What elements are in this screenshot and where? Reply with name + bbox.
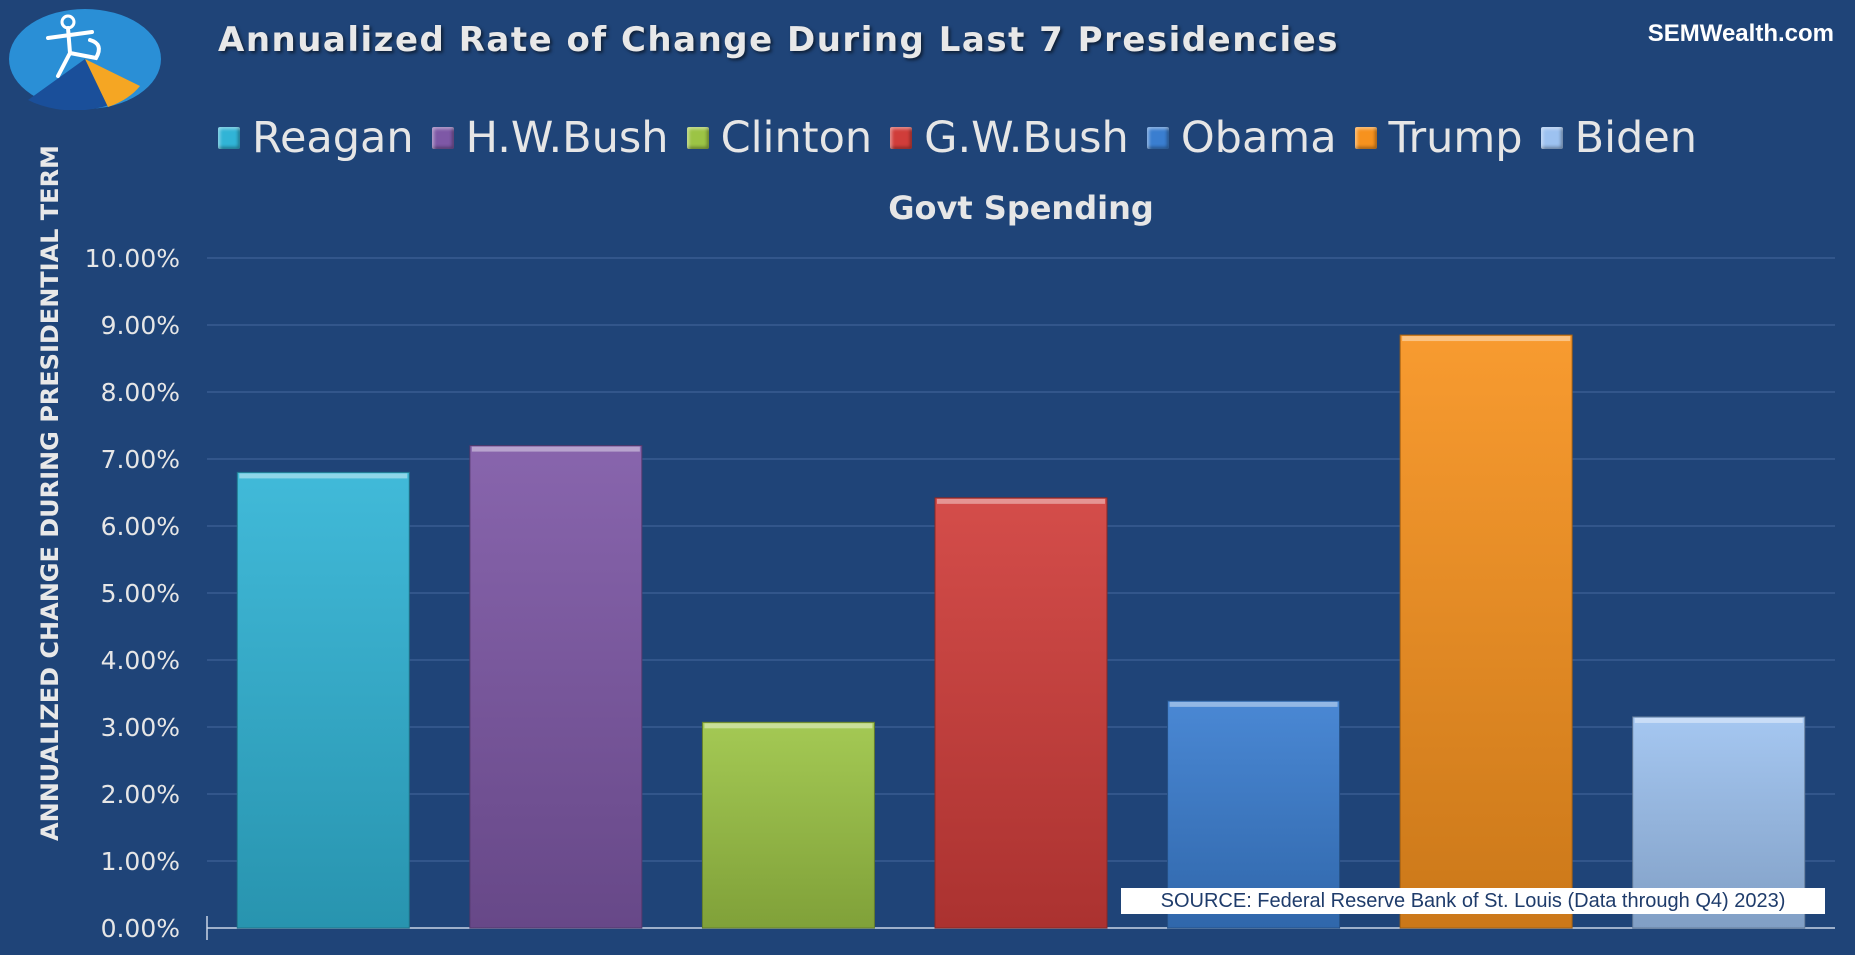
legend-swatch <box>1354 127 1377 149</box>
legend-swatch <box>1146 127 1169 149</box>
bar-top-bevel <box>937 498 1105 504</box>
bar-top-bevel <box>704 723 873 729</box>
legend-label: Clinton <box>720 113 873 163</box>
legend-label: Reagan <box>252 113 414 163</box>
legend-item: Clinton <box>686 113 873 163</box>
y-tick-label: 7.00% <box>101 445 180 474</box>
legend-item: Reagan <box>218 113 414 163</box>
legend-swatch <box>890 127 913 149</box>
legend-item: H.W.Bush <box>431 113 669 163</box>
bar-top-bevel <box>1634 717 1803 723</box>
legend-label: H.W.Bush <box>465 113 669 163</box>
semwealth-logo-icon <box>9 9 161 110</box>
bar-reagan <box>236 471 410 929</box>
y-tick-label: 10.00% <box>85 244 180 273</box>
bar-top-bevel <box>471 446 640 452</box>
y-tick-label: 1.00% <box>101 847 180 876</box>
legend-item: Trump <box>1354 113 1523 163</box>
legend-item: Obama <box>1146 113 1337 163</box>
bar-top-bevel <box>239 473 408 479</box>
legend-label: Trump <box>1388 113 1523 163</box>
legend-label: G.W.Bush <box>924 113 1129 163</box>
bar-gwbush <box>934 497 1108 929</box>
y-tick-label: 2.00% <box>101 780 180 809</box>
chart-legend: Reagan H.W.Bush Clinton G.W.Bush Obama Trump B… <box>218 108 1715 168</box>
bar-trump <box>1399 334 1573 929</box>
y-tick-label: 5.00% <box>101 579 180 608</box>
legend-swatch <box>218 127 240 149</box>
y-tick-label: 9.00% <box>101 311 180 340</box>
bar-hwbush <box>469 445 643 929</box>
legend-item: Biden <box>1540 113 1698 163</box>
bar-top-bevel <box>1169 701 1338 707</box>
source-note: SOURCE: Federal Reserve Bank of St. Loui… <box>1121 888 1825 914</box>
legend-item: G.W.Bush <box>890 113 1129 163</box>
y-tick-label: 0.00% <box>101 914 180 943</box>
page-title: Annualized Rate of Change During Last 7 … <box>218 20 1340 60</box>
legend-label: Obama <box>1180 113 1337 163</box>
y-tick-label: 8.00% <box>101 378 180 407</box>
y-tick-label: 6.00% <box>101 512 180 541</box>
bar-top-bevel <box>1402 336 1571 342</box>
legend-swatch <box>686 127 709 149</box>
legend-swatch <box>1540 127 1563 149</box>
y-tick-label: 4.00% <box>101 646 180 675</box>
y-tick-label: 3.00% <box>101 713 180 742</box>
brand-label: SEMWealth.com <box>1647 20 1834 47</box>
legend-swatch <box>431 127 454 149</box>
chart-title: Govt Spending <box>888 189 1154 227</box>
bar-clinton <box>701 721 875 929</box>
legend-label: Biden <box>1574 113 1698 163</box>
